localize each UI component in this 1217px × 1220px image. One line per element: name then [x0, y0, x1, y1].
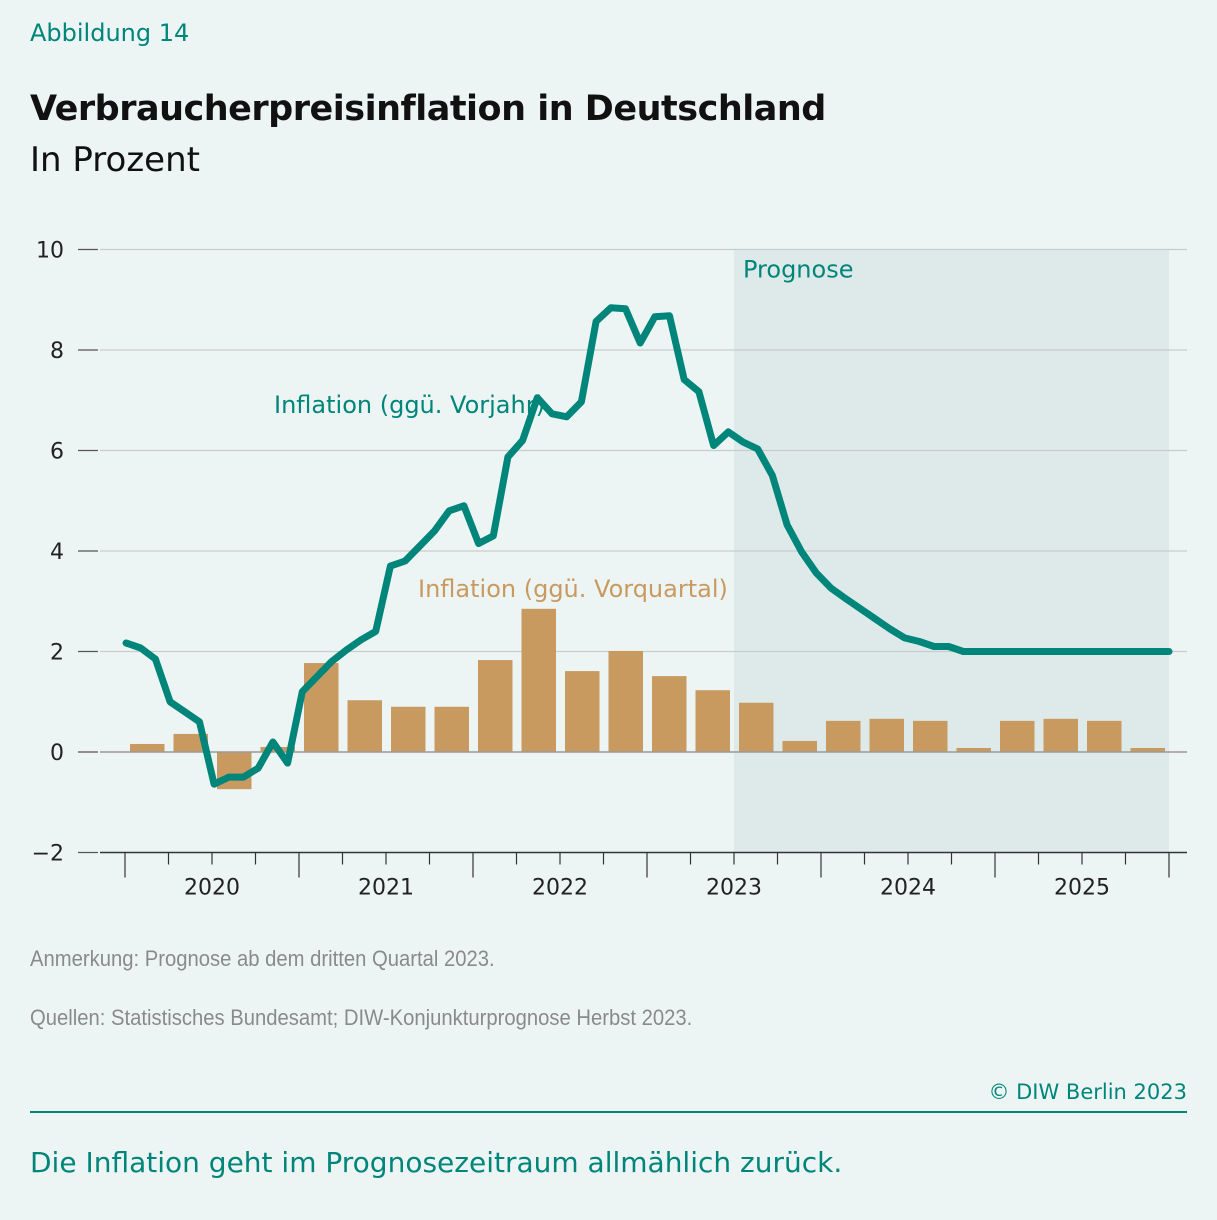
bar-2024Q1	[826, 720, 861, 752]
y-tick-label: 4	[50, 540, 64, 565]
chart-title: Verbraucherpreisinflation in Deutschland	[30, 89, 826, 129]
y-tick-label: 8	[50, 339, 64, 364]
remark-note: Anmerkung: Prognose ab dem dritten Quart…	[30, 946, 495, 971]
y-tick-label: 2	[50, 641, 64, 666]
y-tick-label: 0	[50, 741, 64, 766]
x-tick-label: 2025	[1054, 876, 1110, 901]
bar-2025Q1	[1000, 720, 1035, 752]
divider	[30, 1111, 1187, 1113]
figure-label: Abbildung 14	[30, 19, 190, 47]
bar-2020Q1	[130, 743, 165, 752]
bar-2022Q2	[521, 608, 556, 752]
chart-subtitle: In Prozent	[30, 140, 200, 180]
bar-2025Q3	[1087, 720, 1122, 752]
bar-2021Q4	[434, 706, 469, 752]
bar-2023Q4	[782, 740, 817, 752]
bar-2022Q4	[608, 650, 643, 752]
y-tick-label: 10	[36, 239, 64, 264]
forecast-label: Prognose	[743, 256, 853, 284]
bar-2023Q2	[695, 690, 730, 752]
bar-2023Q1	[652, 676, 687, 752]
bar-2025Q4	[1130, 747, 1165, 752]
bar-2021Q3	[391, 706, 426, 752]
x-tick-label: 2023	[706, 876, 762, 901]
bar-2021Q2	[347, 700, 382, 752]
x-tick-label: 2020	[184, 876, 240, 901]
bar-2022Q1	[478, 660, 513, 752]
copyright: © DIW Berlin 2023	[988, 1080, 1187, 1104]
sources-note: Quellen: Statistisches Bundesamt; DIW-Ko…	[30, 1005, 693, 1030]
bar-2020Q2	[173, 733, 208, 752]
y-tick-label: 6	[50, 440, 64, 465]
y-tick-label: −2	[32, 842, 64, 867]
x-tick-label: 2024	[880, 876, 936, 901]
bar-2023Q3	[739, 702, 774, 752]
line-series-label: Inflation (ggü. Vorjahr)	[274, 391, 545, 419]
bar-2022Q3	[565, 671, 600, 752]
bar-2021Q1	[304, 663, 339, 752]
bar-series-label: Inflation (ggü. Vorquartal)	[418, 575, 728, 603]
x-tick-label: 2021	[358, 876, 414, 901]
bar-2025Q2	[1043, 718, 1078, 752]
chart: Prognose −2 0 2 4 6 8 10 2020 2021 2022 2023 2024 202…	[32, 239, 1187, 901]
bar-2024Q2	[869, 718, 904, 752]
bar-2024Q3	[913, 720, 948, 752]
inflation-yoy-line	[122, 304, 1173, 788]
x-tick-label: 2022	[532, 876, 588, 901]
bar-2024Q4	[956, 747, 991, 752]
caption: Die Inflation geht im Prognosezeitraum a…	[30, 1146, 843, 1179]
